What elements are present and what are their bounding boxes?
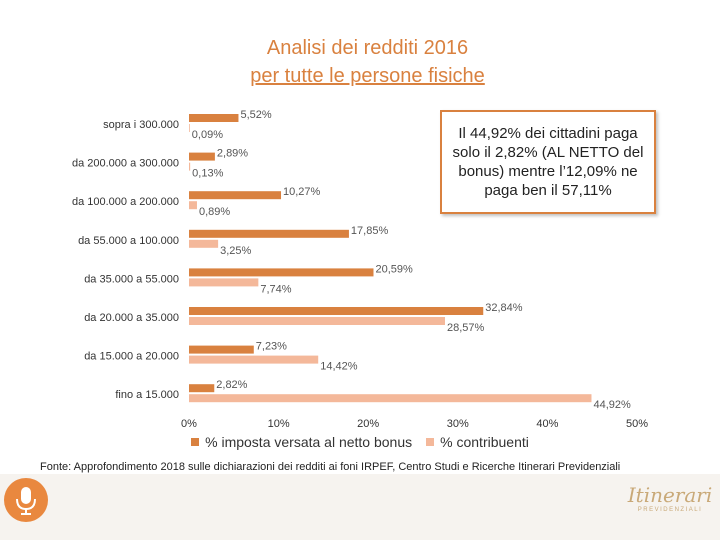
bar-imposta-versata: [189, 384, 215, 393]
category-label: da 20.000 a 35.000: [84, 312, 179, 324]
value-label-imposta-versata: 2,89%: [217, 148, 248, 160]
logo-script: Itinerari: [627, 483, 713, 507]
bar-imposta-versata: [189, 114, 239, 122]
x-tick-label: 50%: [626, 418, 648, 430]
value-label-imposta-versata: 7,23%: [256, 341, 287, 353]
category-labels: sopra i 300.000 da 200.000 a 300.000 da 10…: [72, 119, 179, 401]
x-tick-label: 10%: [268, 418, 290, 430]
brand-logo: Itinerari PREVIDENZIALI: [626, 484, 714, 524]
callout-box: Il 44,92% dei cittadini paga solo il 2,8…: [440, 110, 656, 214]
value-label-imposta-versata: 17,85%: [351, 225, 389, 237]
category-label: sopra i 300.000: [103, 119, 179, 131]
bar-contribuenti: [189, 355, 319, 364]
bar-imposta-versata: [189, 307, 484, 315]
bar-imposta-versata: [189, 345, 254, 354]
value-label-contribuenti: 3,25%: [220, 245, 251, 257]
value-label-imposta-versata: 20,59%: [375, 263, 413, 275]
x-tick-label: 40%: [536, 418, 558, 430]
category-label: da 100.000 a 200.000: [72, 196, 179, 208]
bar-imposta-versata: [189, 229, 349, 238]
bar-contribuenti: [189, 278, 259, 287]
value-label-contribuenti: 0,13%: [192, 168, 223, 180]
category-label: fino a 15.000: [115, 389, 179, 401]
value-label-contribuenti: 0,09%: [192, 129, 223, 141]
legend-label-contribuenti: % contribuenti: [440, 434, 529, 450]
logo-caps: PREVIDENZIALI: [637, 507, 703, 513]
value-label-contribuenti: 44,92%: [593, 399, 631, 411]
bar-contribuenti: [189, 394, 592, 403]
bar-contribuenti: [189, 317, 445, 325]
legend: % imposta versata al netto bonus % contr…: [0, 434, 720, 450]
chart-title: Analisi dei redditi 2016 per tutte le pe…: [0, 34, 720, 90]
legend-swatch-contribuenti: [426, 438, 435, 446]
value-label-contribuenti: 7,74%: [260, 283, 291, 295]
title-line-1: Analisi dei redditi 2016: [266, 37, 469, 59]
footer-band: [0, 474, 720, 540]
x-tick-label: 20%: [357, 418, 379, 430]
legend-item-contribuenti: % contribuenti: [426, 434, 529, 450]
x-tick-label: 30%: [447, 418, 469, 430]
value-label-contribuenti: 14,42%: [320, 361, 358, 373]
microphone-icon: [4, 478, 48, 522]
bars-group: [189, 114, 592, 403]
value-label-imposta-versata: 5,52%: [240, 109, 271, 121]
callout-text: Il 44,92% dei cittadini paga solo il 2,8…: [452, 125, 644, 199]
bar-contribuenti: [189, 124, 190, 132]
value-label-imposta-versata: 2,82%: [216, 379, 247, 391]
bar-contribuenti: [189, 201, 197, 210]
x-axis-ticks: 0% 10% 20% 30% 40% 50%: [181, 418, 648, 430]
category-label: da 35.000 a 55.000: [84, 273, 179, 285]
category-label: da 200.000 a 300.000: [72, 158, 179, 170]
value-label-imposta-versata: 10,27%: [283, 186, 321, 198]
bar-chart: sopra i 300.000 da 200.000 a 300.000 da 10…: [72, 109, 648, 430]
bar-imposta-versata: [189, 191, 282, 200]
value-labels: 5,52% 0,09% 2,89% 0,13% 10,27% 0,89% 17,85% 3,2…: [192, 109, 631, 411]
bar-contribuenti: [189, 162, 191, 171]
title-line-2: per tutte le persone fisiche: [250, 65, 485, 87]
value-label-contribuenti: 28,57%: [447, 322, 485, 334]
bar-contribuenti: [189, 239, 219, 248]
value-label-imposta-versata: 32,84%: [485, 302, 523, 314]
legend-swatch-versata: [191, 438, 200, 446]
x-tick-label: 0%: [181, 418, 197, 430]
legend-label-versata: % imposta versata al netto bonus: [205, 434, 413, 450]
value-label-contribuenti: 0,89%: [199, 206, 230, 218]
bar-imposta-versata: [189, 268, 374, 277]
category-label: da 15.000 a 20.000: [84, 351, 179, 363]
source-note: Fonte: Approfondimento 2018 sulle dichia…: [40, 461, 621, 473]
legend-item-versata: % imposta versata al netto bonus: [191, 434, 412, 450]
category-label: da 55.000 a 100.000: [78, 235, 179, 247]
bar-imposta-versata: [189, 152, 215, 161]
